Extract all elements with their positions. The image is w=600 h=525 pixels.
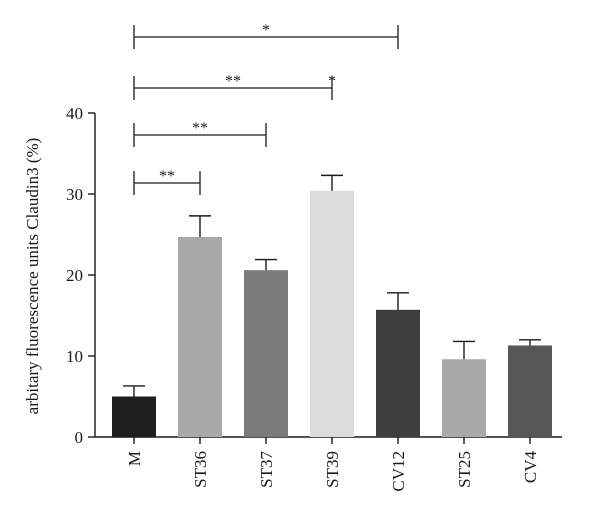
bar (112, 396, 156, 437)
y-tick-label: 20 (66, 266, 83, 285)
bar (442, 359, 486, 437)
y-axis-label: arbitary fluorescence units Claudin3 (%) (23, 138, 42, 415)
bar (244, 270, 288, 437)
significance-brackets: ****** ** (133, 22, 399, 195)
significance-label: ** (225, 73, 241, 90)
bar (508, 345, 552, 437)
x-tick-label: M (125, 451, 144, 466)
bar (178, 236, 222, 437)
y-tick-label: 0 (75, 428, 84, 447)
significance-label: ** (159, 168, 175, 185)
x-tick-label: ST39 (323, 451, 342, 488)
x-tick-label: ST37 (257, 451, 276, 488)
significance-label: * (262, 22, 270, 39)
y-tick-label: 10 (66, 347, 83, 366)
bar (376, 309, 420, 437)
bars (112, 190, 552, 437)
y-tick-label: 40 (66, 104, 83, 123)
y-tick-label: 30 (66, 185, 83, 204)
significance-label-extra: * (328, 73, 336, 90)
bar (310, 190, 354, 437)
x-tick-label: ST25 (455, 451, 474, 488)
x-tick-label: CV12 (389, 451, 408, 492)
error-bars (123, 174, 541, 397)
x-tick-label: CV4 (521, 451, 540, 484)
significance-label: ** (192, 120, 208, 137)
x-tick-label: ST36 (191, 451, 210, 488)
